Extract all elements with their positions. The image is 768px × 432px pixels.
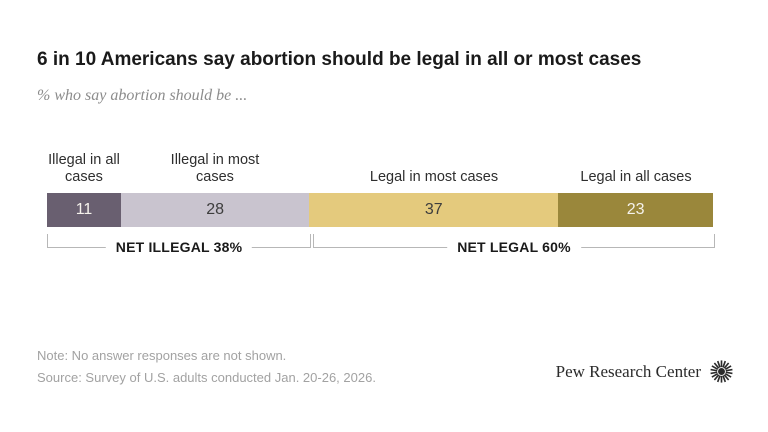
- category-label-legal-most: Legal in most cases: [369, 168, 499, 185]
- net-illegal-bracket: NET ILLEGAL 38%: [47, 234, 311, 255]
- segment-value-legal-all: 23: [626, 201, 645, 218]
- bar-segment-illegal-most: 28: [121, 193, 310, 227]
- category-label-illegal-all: Illegal in all cases: [48, 151, 120, 185]
- category-label-legal-all: Legal in all cases: [580, 168, 692, 185]
- brand-name: Pew Research Center: [555, 361, 701, 381]
- segment-value-legal-most: 37: [424, 201, 443, 218]
- bar-segment-illegal-all: 11: [47, 193, 121, 227]
- source-line: Source: Survey of U.S. adults conducted …: [37, 370, 376, 385]
- chart-subtitle: % who say abortion should be ...: [37, 87, 248, 104]
- category-label-illegal-most: Illegal in most cases: [170, 151, 260, 185]
- segment-value-illegal-all: 11: [75, 201, 93, 218]
- note-line: Note: No answer responses are not shown.: [37, 348, 287, 363]
- net-legal-label: NET LEGAL 60%: [447, 239, 581, 255]
- net-illegal-label: NET ILLEGAL 38%: [105, 239, 253, 255]
- page-title: 6 in 10 Americans say abortion should be…: [37, 49, 642, 70]
- bar-segment-legal-most: 37: [309, 193, 559, 227]
- brand-lockup: Pew Research Center: [556, 358, 735, 385]
- pew-starburst-logo-icon: [710, 360, 733, 383]
- bar-segment-legal-all: 23: [558, 193, 713, 227]
- segment-value-illegal-most: 28: [206, 201, 225, 218]
- net-legal-bracket: NET LEGAL 60%: [313, 234, 715, 255]
- stacked-bar: 11 28 37 23: [47, 193, 713, 227]
- footer-notes: Note: No answer responses are not shown.…: [37, 345, 376, 389]
